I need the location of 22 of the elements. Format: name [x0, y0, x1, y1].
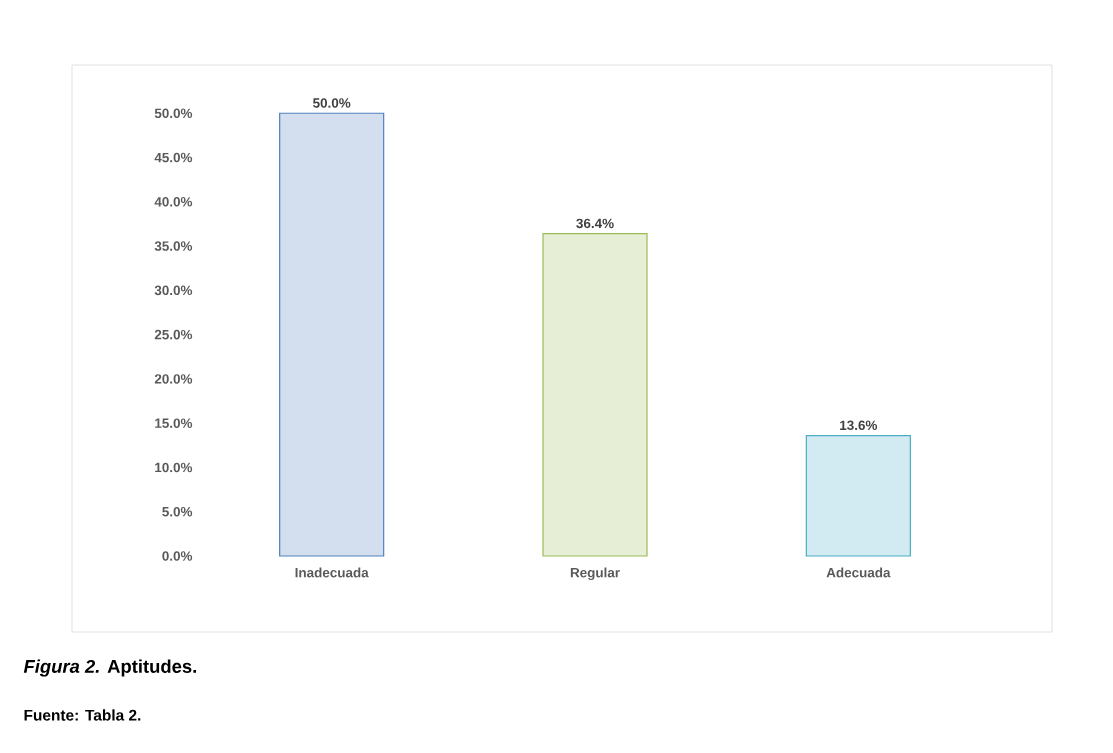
text: Figura 2. Aptitudes. — [23, 659, 196, 677]
source-note: Fuente: Tabla 2. — [24, 709, 141, 721]
bar — [279, 112, 385, 557]
y-tick-label: 50.0% — [154, 108, 193, 119]
y-tick-label: 10.0% — [155, 462, 193, 473]
x-tick-label: Adecuada — [826, 567, 891, 578]
y-tick-label: 30.0% — [154, 285, 193, 296]
data-label: 13.6% — [840, 420, 878, 431]
y-tick-label: 20.0% — [154, 374, 193, 384]
y-tick-label: 15.0% — [155, 418, 193, 428]
y-tick-label: 40.0% — [154, 197, 193, 207]
x-tick-label: Regular — [570, 567, 620, 581]
data-label: 36.4% — [576, 218, 614, 229]
bar — [542, 233, 648, 557]
bar — [805, 434, 911, 557]
data-label: 50.0% — [313, 98, 351, 108]
y-tick-label: 35.0% — [154, 241, 193, 251]
y-tick-label: 5.0% — [162, 506, 193, 517]
y-tick-label: 0.0% — [162, 551, 193, 561]
x-tick-label: Inadecuada — [295, 567, 369, 578]
y-tick-label: 25.0% — [154, 329, 193, 340]
y-tick-label: 45.0% — [154, 152, 193, 163]
